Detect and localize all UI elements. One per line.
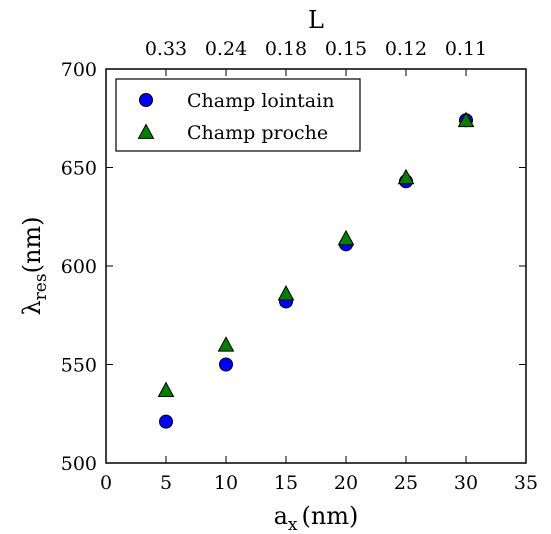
- legend-marker: [139, 93, 153, 107]
- data-point-triangle: [337, 229, 355, 246]
- top-x-tick-label: 0.18: [265, 38, 307, 60]
- y-axis-title-unit: (nm): [18, 216, 46, 273]
- y-tick-label: 700: [61, 59, 97, 81]
- data-point-triangle: [157, 381, 175, 397]
- top-x-tick-label: 0.12: [385, 38, 427, 60]
- data-point-triangle: [217, 336, 235, 352]
- x-axis-title-base: a: [274, 502, 288, 530]
- legend-box: [115, 78, 361, 152]
- y-axis-title-sub: res: [31, 273, 51, 300]
- legend-marker: [137, 123, 155, 139]
- data-point-triangle: [457, 111, 475, 128]
- top-x-tick-label: 0.33: [145, 38, 187, 60]
- top-x-tick-label: 0.15: [325, 38, 367, 60]
- x-axis-title-unit: (nm): [301, 502, 358, 530]
- data-point-triangle: [277, 285, 295, 301]
- top-x-tick-label: 0.11: [445, 38, 487, 60]
- x-tick-label: 20: [334, 472, 358, 494]
- data-point-circle: [159, 414, 173, 429]
- data-point-circle: [219, 357, 233, 372]
- data-point-triangle: [397, 168, 415, 185]
- x-tick-label: 10: [214, 472, 238, 494]
- x-tick-label: 0: [100, 472, 112, 494]
- y-tick-label: 550: [61, 355, 97, 377]
- y-tick-label: 600: [61, 256, 97, 278]
- x-tick-label: 15: [274, 472, 298, 494]
- legend-label: Champ lointain: [187, 90, 334, 112]
- top-x-axis-title: L: [308, 6, 324, 34]
- x-tick-label: 30: [454, 472, 478, 494]
- x-tick-label: 25: [394, 472, 418, 494]
- legend-label: Champ proche: [187, 122, 328, 144]
- top-x-tick-label: 0.24: [205, 38, 247, 60]
- x-axis-title-sub: x: [288, 515, 298, 534]
- y-tick-label: 650: [61, 158, 97, 180]
- y-axis-title: λres(nm): [18, 216, 51, 315]
- y-axis-title-base: λ: [18, 300, 46, 315]
- x-tick-label: 35: [514, 472, 538, 494]
- y-tick-label: 500: [61, 453, 97, 475]
- x-axis-title: ax (nm): [274, 502, 359, 534]
- x-tick-label: 5: [160, 472, 172, 494]
